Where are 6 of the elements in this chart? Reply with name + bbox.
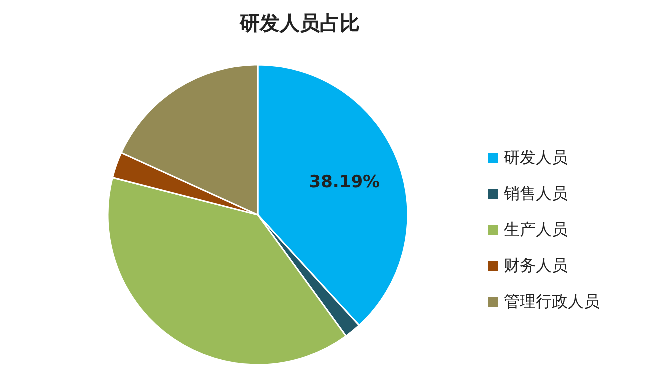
legend-label: 研发人员 [504,148,568,167]
data-label: 38.19% [309,172,380,192]
legend-label: 财务人员 [504,256,568,275]
legend-label: 生产人员 [504,220,568,239]
chart-title: 研发人员占比 [239,11,360,35]
legend-label: 销售人员 [503,184,568,203]
